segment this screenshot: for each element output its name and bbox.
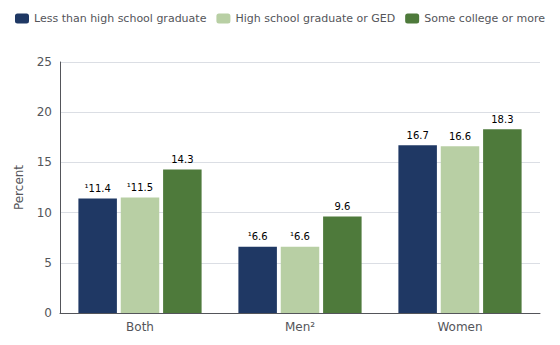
svg-text:High school graduate or GED: High school graduate or GED: [235, 12, 395, 25]
svg-text:¹11.5: ¹11.5: [127, 182, 153, 193]
svg-text:10: 10: [37, 206, 52, 220]
svg-text:20: 20: [37, 105, 52, 119]
svg-text:25: 25: [37, 55, 52, 69]
svg-text:¹6.6: ¹6.6: [248, 231, 268, 242]
svg-text:Some college or more: Some college or more: [424, 12, 545, 25]
svg-text:Both: Both: [126, 320, 154, 334]
svg-text:18.3: 18.3: [491, 114, 513, 125]
svg-text:9.6: 9.6: [334, 201, 350, 212]
svg-text:0: 0: [44, 306, 52, 320]
svg-text:14.3: 14.3: [171, 154, 193, 165]
svg-text:Women: Women: [437, 320, 482, 334]
svg-text:Percent: Percent: [12, 165, 26, 210]
svg-text:16.6: 16.6: [449, 131, 471, 142]
svg-text:Less than high school graduate: Less than high school graduate: [34, 12, 207, 25]
svg-text:Men²: Men²: [285, 320, 315, 334]
svg-text:16.7: 16.7: [407, 130, 429, 141]
svg-text:15: 15: [37, 155, 52, 169]
svg-text:¹6.6: ¹6.6: [290, 231, 310, 242]
svg-text:5: 5: [44, 256, 52, 270]
svg-text:¹11.4: ¹11.4: [85, 183, 111, 194]
